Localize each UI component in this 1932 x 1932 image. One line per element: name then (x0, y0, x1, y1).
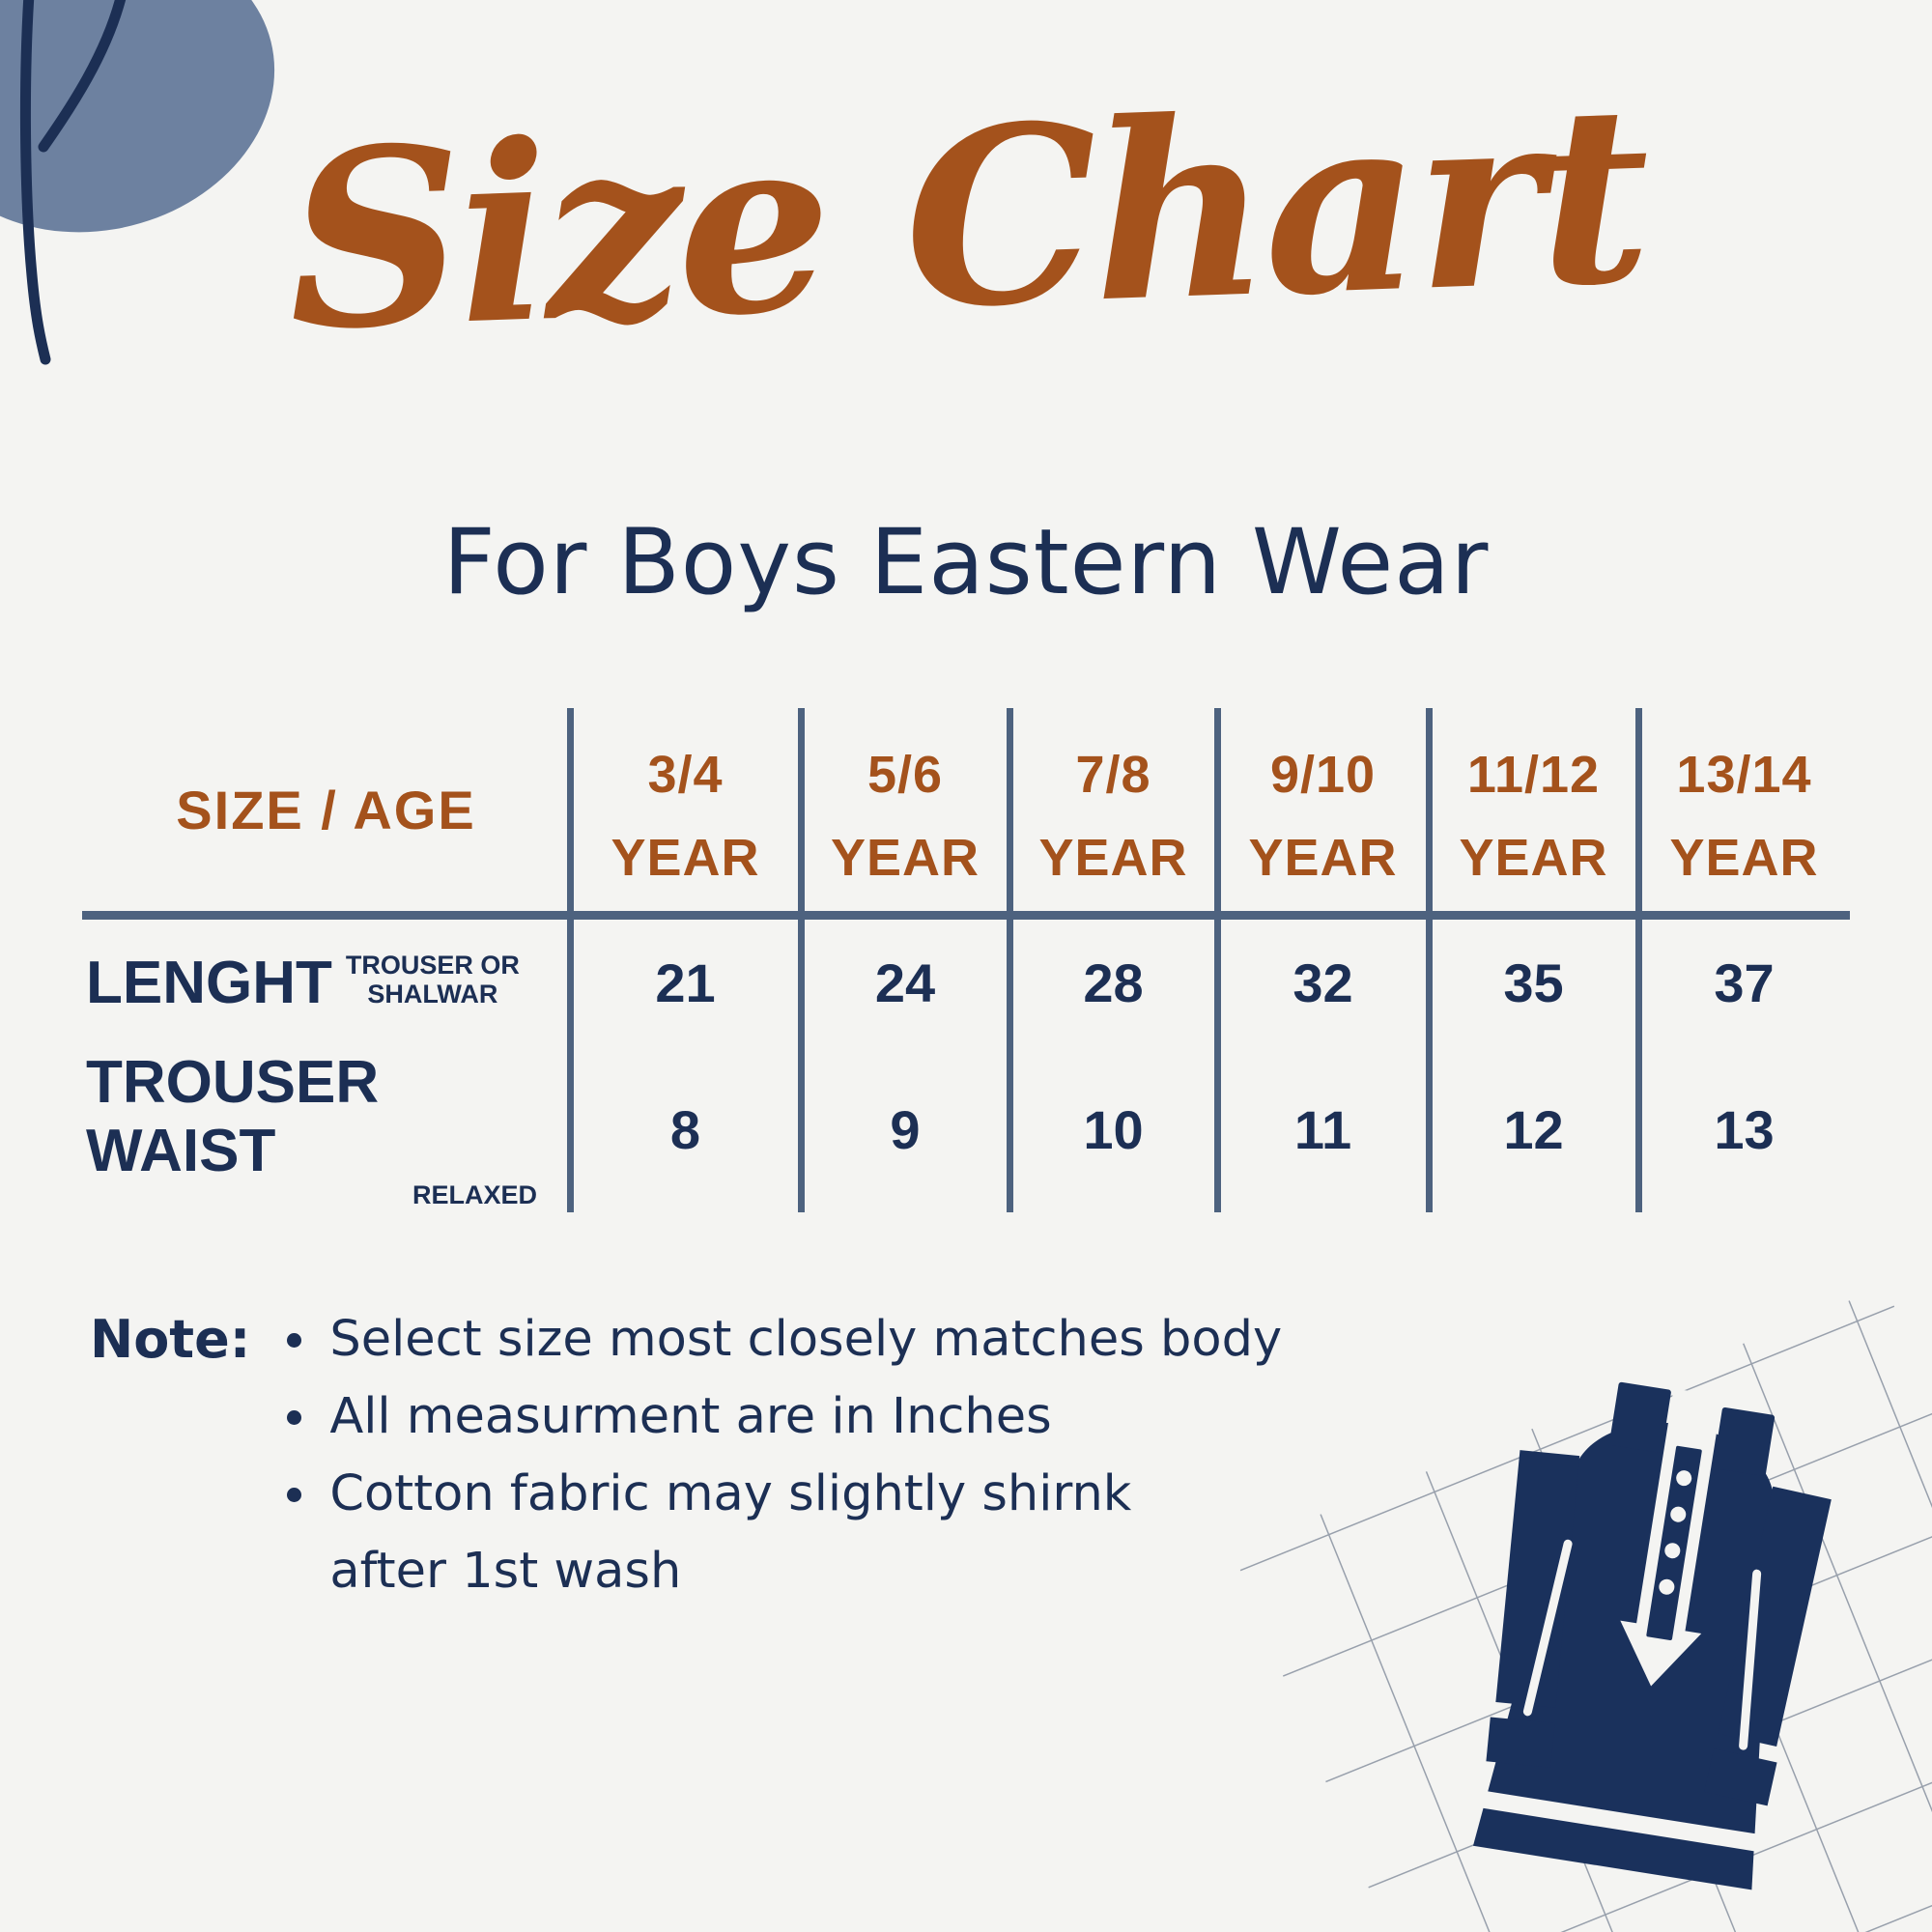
waist-value-11-12: 12 (1503, 1098, 1564, 1160)
length-value-3-4: 21 (655, 952, 716, 1013)
column-header-9-10: 9/10 YEAR (1248, 746, 1398, 887)
column-divider (1635, 708, 1642, 1212)
waist-value-9-10: 11 (1293, 1098, 1352, 1160)
column-divider (1007, 708, 1013, 1212)
column-divider (1214, 708, 1221, 1212)
page-subtitle: For Boys Eastern Wear (442, 510, 1490, 615)
blob-decoration (0, 0, 275, 365)
waist-value-13-14: 13 (1714, 1098, 1775, 1160)
note-item: Cotton fabric may slightly shirnk after … (287, 1456, 1282, 1610)
waist-value-3-4: 8 (669, 1098, 701, 1160)
waist-value-7-8: 10 (1083, 1098, 1144, 1160)
length-value-5-6: 24 (874, 952, 936, 1013)
column-header-7-8: 7/8 YEAR (1038, 746, 1188, 887)
length-value-9-10: 32 (1293, 952, 1353, 1013)
blob-shape (0, 0, 275, 233)
row-label-trouser-waist: TROUSER WAIST RELAXED (86, 1049, 537, 1210)
length-value-11-12: 35 (1503, 952, 1564, 1013)
kurta-icon (1472, 1381, 1832, 1890)
header-divider-line (82, 911, 1850, 920)
column-divider (798, 708, 805, 1212)
stem-line-icon (19, 0, 51, 365)
table-corner-label: SIZE / AGE (176, 779, 476, 840)
column-divider (1426, 708, 1433, 1212)
note-item: Select size most closely matches body (287, 1301, 1282, 1378)
notes-heading: Note: (90, 1309, 251, 1370)
page-title: Size Chart (282, 51, 1650, 385)
size-table: SIZE / AGE 3/4 YEAR 5/6 YEAR 7/8 YEAR 9/… (82, 708, 1850, 1212)
notes-section: Note: Select size most closely matches b… (90, 1301, 1481, 1610)
length-value-13-14: 37 (1714, 952, 1775, 1013)
column-divider (567, 708, 574, 1212)
stem-branch-icon (38, 0, 127, 153)
waist-value-5-6: 9 (890, 1098, 921, 1160)
kurta-illustration (1232, 1299, 1932, 1932)
column-header-13-14: 13/14 YEAR (1669, 746, 1819, 887)
column-header-3-4: 3/4 YEAR (611, 746, 760, 887)
length-value-7-8: 28 (1083, 952, 1144, 1013)
row-label-length: LENGHT TROUSER OR SHALWAR (86, 950, 520, 1016)
note-item: All measurment are in Inches (287, 1378, 1282, 1456)
column-header-5-6: 5/6 YEAR (830, 746, 980, 887)
column-header-11-12: 11/12 YEAR (1459, 746, 1608, 887)
notes-list: Select size most closely matches body Al… (287, 1301, 1282, 1610)
